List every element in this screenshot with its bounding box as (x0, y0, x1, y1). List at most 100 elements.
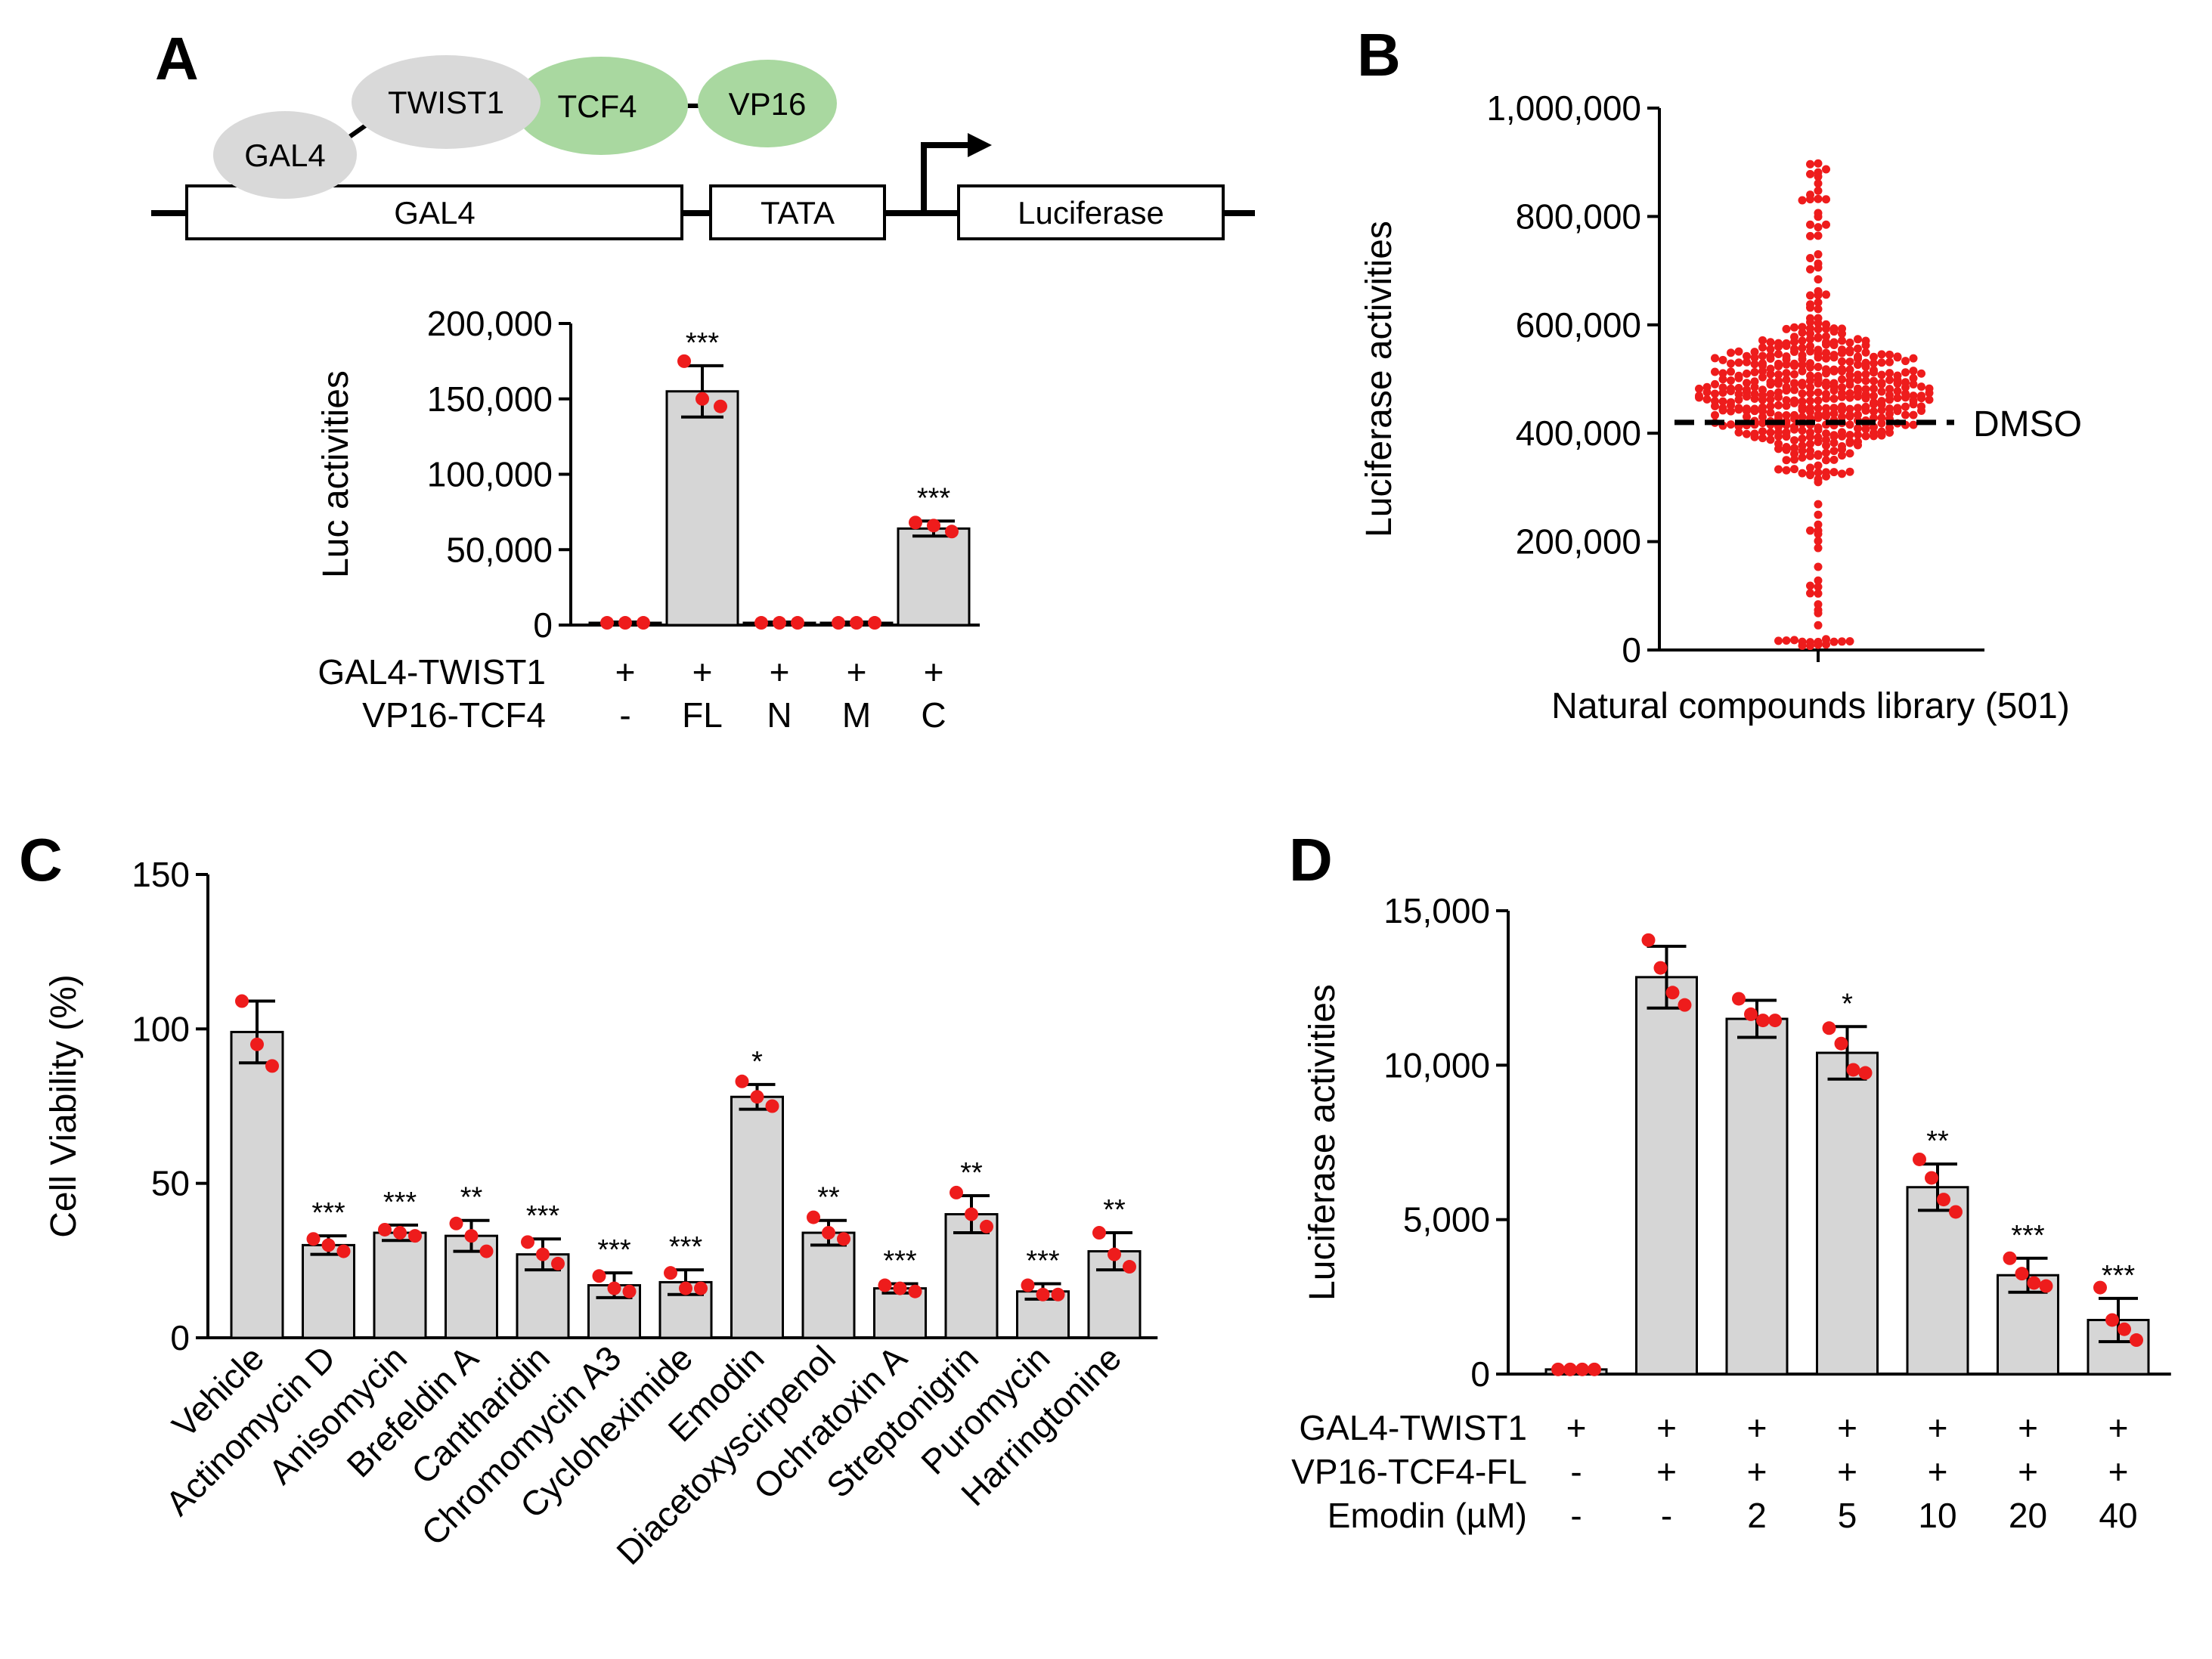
data-point (1758, 434, 1767, 443)
data-point (1838, 365, 1846, 374)
data-point (1575, 1362, 1589, 1376)
data-point (1870, 384, 1878, 393)
y-tick-label: 0 (1470, 1354, 1490, 1394)
panel-letter-c: C (19, 826, 63, 893)
data-point (1917, 382, 1925, 392)
bar (1725, 1017, 1789, 1376)
data-point (1814, 451, 1823, 460)
data-point (980, 1219, 993, 1233)
condition-label: VP16-TCF4-FL (1291, 1452, 1527, 1491)
data-point (1782, 636, 1791, 645)
data-point (1814, 250, 1823, 259)
data-point (1798, 336, 1807, 345)
condition-value: + (2018, 1408, 2038, 1447)
significance-label: * (751, 1046, 763, 1078)
data-point (1854, 361, 1862, 370)
data-point (1870, 432, 1878, 441)
data-point (2015, 1267, 2029, 1281)
data-point (1854, 404, 1862, 413)
dmso-label: DMSO (1973, 404, 2082, 444)
data-point (1870, 352, 1878, 361)
condition-value: + (615, 652, 636, 692)
y-tick-label: 100 (132, 1009, 190, 1048)
data-point (1814, 640, 1823, 649)
data-point (1814, 286, 1823, 296)
data-point (1814, 396, 1823, 405)
condition-value: FL (682, 695, 723, 735)
twist1-protein (352, 55, 541, 149)
data-point (1750, 360, 1759, 369)
bar (230, 1030, 284, 1339)
data-point (1814, 179, 1823, 188)
data-point (336, 1244, 351, 1258)
data-point (1798, 641, 1807, 650)
data-point (1838, 324, 1846, 333)
data-point (1766, 401, 1775, 410)
data-point (1822, 365, 1830, 374)
data-point (1829, 447, 1839, 456)
data-point (694, 1281, 708, 1295)
data-point (1727, 386, 1735, 395)
y-axis-title: Luciferase activities (1359, 221, 1399, 537)
data-point (1861, 336, 1870, 345)
data-point (1822, 1021, 1836, 1035)
data-point (1877, 413, 1886, 422)
data-point (1854, 441, 1862, 450)
data-point (1814, 600, 1823, 609)
data-point (607, 1281, 621, 1295)
data-point (1814, 500, 1823, 509)
data-point (1845, 449, 1854, 458)
y-tick-label: 50 (151, 1164, 190, 1203)
data-point (1822, 220, 1830, 229)
data-point (1123, 1260, 1136, 1274)
data-point (1806, 169, 1814, 178)
data-point (1718, 397, 1727, 406)
data-point (1917, 394, 1925, 403)
data-point (1845, 404, 1854, 413)
data-point (1854, 410, 1862, 419)
data-point (1814, 576, 1823, 585)
data-point (1718, 369, 1727, 378)
data-point (1845, 365, 1854, 374)
data-point (1814, 468, 1823, 477)
data-point (1806, 388, 1814, 398)
data-point (1806, 347, 1814, 356)
data-point (1774, 361, 1783, 370)
data-point (1806, 471, 1814, 480)
condition-label: Emodin (µM) (1328, 1496, 1527, 1535)
data-point (1814, 423, 1823, 432)
data-point (1727, 359, 1735, 368)
data-point (1909, 367, 1918, 376)
y-axis-title: Cell Viability (%) (44, 974, 84, 1238)
data-point (1838, 428, 1846, 437)
condition-value: - (1661, 1496, 1672, 1535)
significance-label: *** (597, 1234, 631, 1266)
data-point (1854, 424, 1862, 433)
y-tick-label: 150 (132, 855, 190, 894)
data-point (1727, 407, 1735, 416)
luciferase-box-label: Luciferase (1018, 195, 1164, 231)
data-point (908, 1284, 922, 1298)
data-point (1854, 430, 1862, 439)
data-point (1814, 194, 1823, 203)
data-point (735, 1074, 749, 1088)
data-point (1925, 1171, 1938, 1185)
data-point (1711, 379, 1719, 388)
data-point (1814, 478, 1823, 487)
data-point (1877, 370, 1886, 379)
data-point (1845, 431, 1854, 440)
promoter-arrow (921, 142, 971, 213)
data-point (679, 1281, 692, 1295)
data-point (1829, 351, 1839, 360)
condition-label: VP16-TCF4 (362, 695, 546, 735)
data-point (1774, 388, 1783, 397)
data-point (1814, 186, 1823, 195)
data-point (1782, 324, 1791, 333)
data-point (1909, 420, 1918, 429)
significance-label: *** (2102, 1260, 2136, 1292)
data-point (1734, 404, 1743, 413)
data-point (1814, 159, 1823, 168)
data-point (1782, 339, 1791, 348)
data-point (1829, 468, 1839, 477)
data-point (1798, 361, 1807, 370)
